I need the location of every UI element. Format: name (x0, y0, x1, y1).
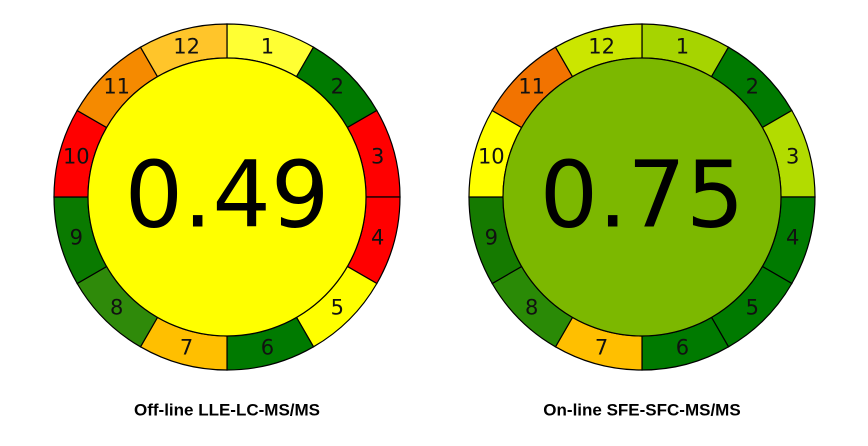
segment-label: 4 (371, 225, 384, 249)
segment-label: 2 (331, 75, 344, 99)
caption: Off-line LLE-LC-MS/MS (134, 400, 320, 419)
segment-label: 12 (173, 34, 200, 58)
segment-label: 6 (261, 336, 274, 360)
segment-label: 11 (518, 75, 545, 99)
score: 0.75 (540, 141, 745, 248)
segment-label: 1 (676, 34, 689, 58)
segment-label: 10 (63, 145, 90, 169)
segment-label: 2 (746, 75, 759, 99)
segment-label: 5 (746, 295, 759, 319)
segment-label: 10 (478, 145, 505, 169)
segment-label: 7 (180, 336, 193, 360)
segment-label: 9 (70, 225, 83, 249)
segment-label: 11 (103, 75, 130, 99)
center-disc (87, 57, 367, 337)
caption: On-line SFE-SFC-MS/MS (543, 400, 740, 419)
center-disc (502, 57, 782, 337)
score: 0.49 (125, 141, 330, 248)
segment-label: 3 (371, 145, 384, 169)
segment-label: 3 (786, 145, 799, 169)
segment-label: 7 (595, 336, 608, 360)
segment-label: 8 (525, 295, 538, 319)
segment-label: 5 (331, 295, 344, 319)
segment-label: 8 (110, 295, 123, 319)
segment-label: 4 (786, 225, 799, 249)
segment-label: 6 (676, 336, 689, 360)
segment-label: 12 (588, 34, 615, 58)
segment-label: 1 (261, 34, 274, 58)
segment-label: 9 (485, 225, 498, 249)
